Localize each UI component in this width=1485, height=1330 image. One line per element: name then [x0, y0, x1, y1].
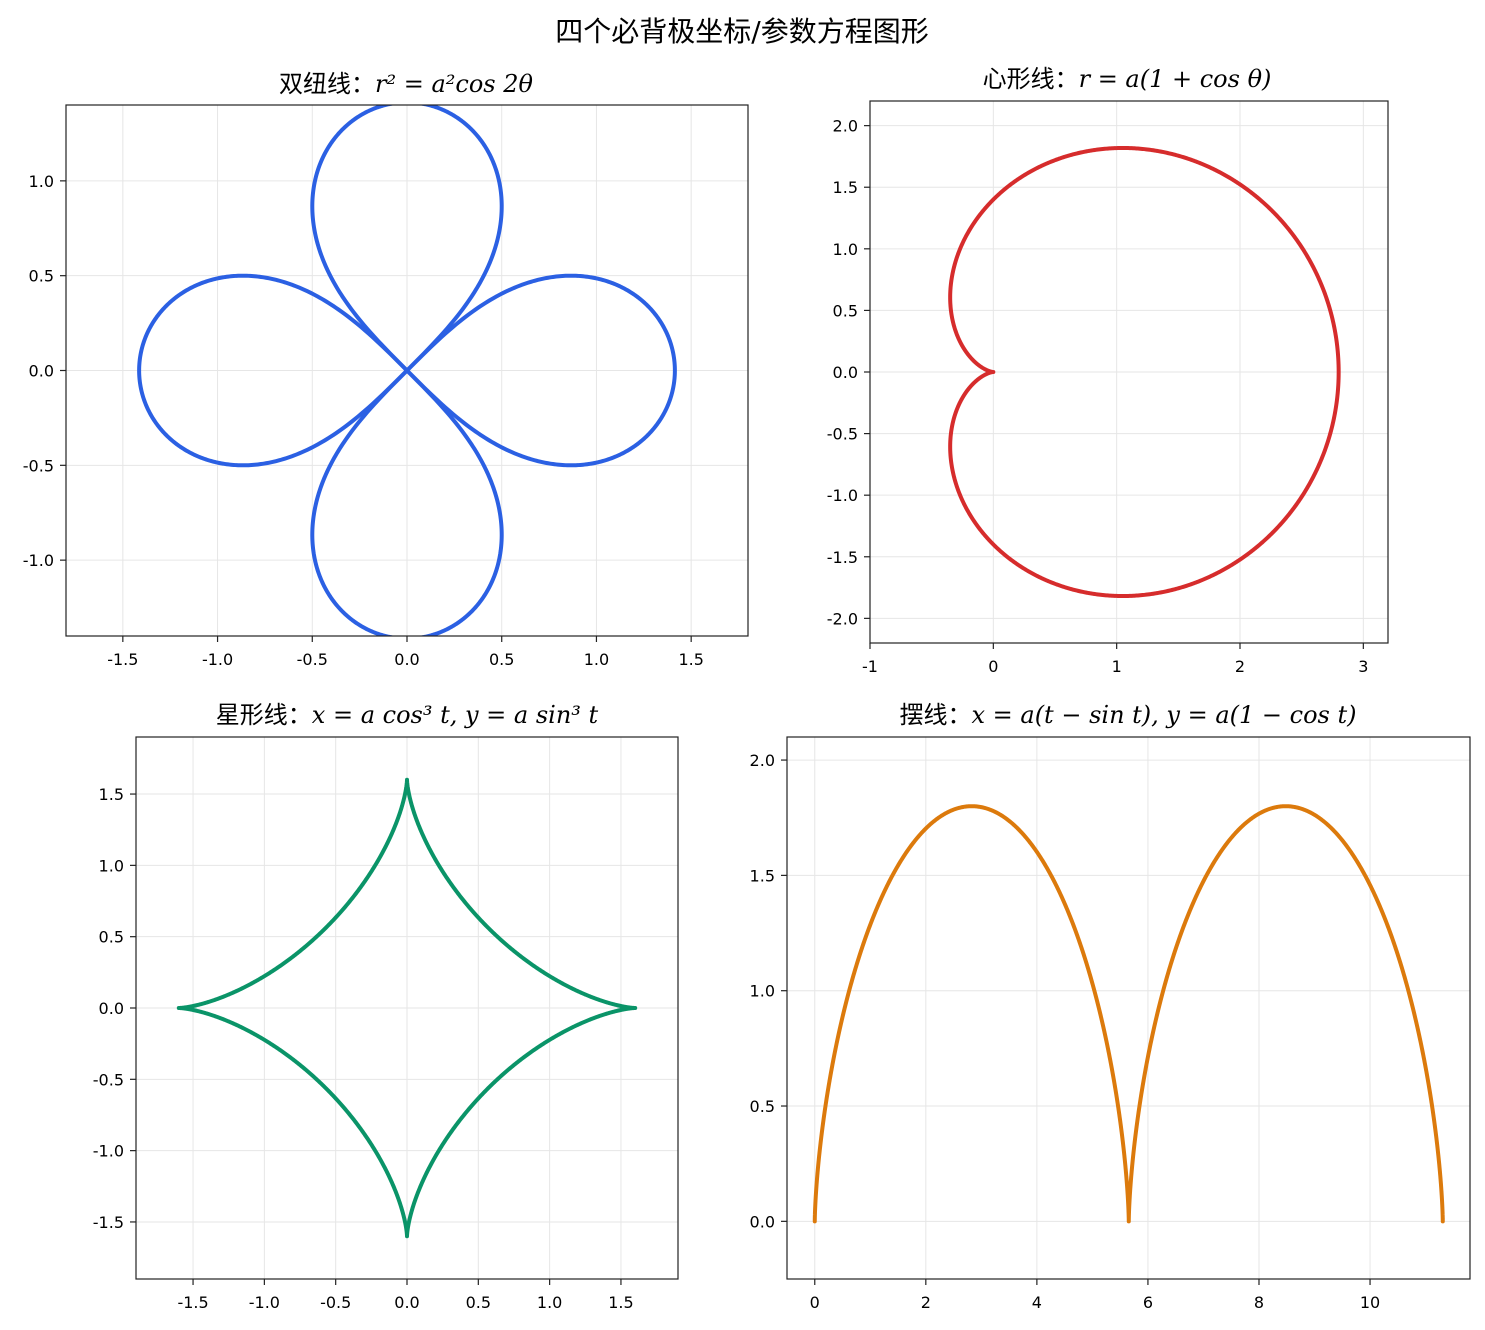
y-tick-label: 1.5 — [99, 785, 124, 804]
subplot-title-equation: x = a cos³ t, y = a sin³ t — [312, 701, 599, 729]
y-tick-label: 2.0 — [750, 751, 775, 770]
curve-lemniscate-3 — [310, 368, 504, 636]
y-tick-label: 1.5 — [750, 866, 775, 885]
x-tick-label: 0.0 — [394, 1293, 419, 1312]
x-tick-label: 0 — [810, 1293, 820, 1312]
x-tick-label: 10 — [1360, 1293, 1380, 1312]
x-tick-label: 0.5 — [489, 650, 514, 669]
grid — [869, 101, 1388, 643]
x-tick-label: -1.5 — [107, 650, 138, 669]
curve-lemniscate-1 — [310, 105, 504, 373]
subplot-title-lemniscate: 双纽线：r² = a²cos 2θ — [279, 70, 533, 98]
x-tick-label: -1.0 — [249, 1293, 280, 1312]
y-tick-label: -1.0 — [23, 551, 54, 570]
x-tick-label: 1.5 — [678, 650, 703, 669]
x-tick-label: 8 — [1254, 1293, 1264, 1312]
y-tick-label: -2.0 — [827, 609, 858, 628]
x-tick-label: -1 — [862, 657, 878, 676]
subplot-title-astroid: 星形线：x = a cos³ t, y = a sin³ t — [216, 701, 599, 729]
x-tick-label: 6 — [1143, 1293, 1153, 1312]
subplot-title-equation: r = a(1 + cos θ) — [1079, 65, 1272, 93]
y-tick-label: 0.0 — [833, 363, 858, 382]
y-tick-label: -0.5 — [827, 425, 858, 444]
x-tick-label: 0.0 — [394, 650, 419, 669]
subplot-astroid: 星形线：x = a cos³ t, y = a sin³ t -1.5 -1.0 -… — [93, 701, 679, 1312]
subplot-title-equation: r² = a²cos 2θ — [375, 70, 533, 98]
figure-title: 四个必背极坐标/参数方程图形 — [555, 15, 928, 48]
x-tick-label: 2 — [921, 1293, 931, 1312]
x-tick-label: 1.0 — [537, 1293, 562, 1312]
subplot-title-cardioid: 心形线：r = a(1 + cos θ) — [983, 65, 1272, 93]
y-tick-label: 0.0 — [99, 999, 124, 1018]
x-tick-label: -1.0 — [202, 650, 233, 669]
y-tick-label: -1.0 — [93, 1142, 124, 1161]
curve-lemniscate-2 — [137, 273, 409, 468]
y-tick-label: 0.0 — [750, 1212, 775, 1231]
y-tick-label: 0.5 — [833, 301, 858, 320]
axes-frame — [786, 736, 1471, 1280]
y-tick-label: 1.5 — [833, 178, 858, 197]
y-tick-label: 0.5 — [99, 928, 124, 947]
x-tick-label: 1 — [1112, 657, 1122, 676]
subplot-title-prefix: 摆线： — [899, 701, 971, 729]
subplot-title-prefix: 心形线： — [983, 65, 1079, 93]
x-tick-label: 2 — [1235, 657, 1245, 676]
subplot-title-prefix: 双纽线： — [279, 70, 375, 98]
curve-lemniscate — [405, 273, 677, 468]
curve-astroid — [176, 777, 638, 1239]
y-tick-label: -1.5 — [93, 1213, 124, 1232]
x-tick-label: -0.5 — [320, 1293, 351, 1312]
subplot-lemniscate: 双纽线：r² = a²cos 2θ -1.5 -1.0 -0.5 0.0 0.5 1.0 1… — [23, 70, 749, 669]
curve-cardioid — [948, 145, 1341, 599]
y-tick-label: 0.5 — [29, 267, 54, 286]
y-tick-label: -1.5 — [827, 548, 858, 567]
x-tick-label: 1.5 — [608, 1293, 633, 1312]
subplot-title-cycloid: 摆线：x = a(t − sin t), y = a(1 − cos t) — [899, 701, 1356, 729]
x-tick-label: 0.5 — [466, 1293, 491, 1312]
x-tick-label: 3 — [1358, 657, 1368, 676]
subplot-cardioid: 心形线：r = a(1 + cos θ) -1 0 1 2 3 -2.0 -1.5 -1.0 -… — [827, 65, 1389, 676]
x-tick-label: -0.5 — [297, 650, 328, 669]
grid — [136, 737, 678, 1279]
x-tick-label: 4 — [1032, 1293, 1042, 1312]
y-tick-label: 1.0 — [29, 172, 54, 191]
grid — [787, 737, 1470, 1279]
y-tick-label: 1.0 — [833, 240, 858, 259]
y-tick-label: 1.0 — [99, 856, 124, 875]
y-tick-label: 0.5 — [750, 1097, 775, 1116]
x-tick-label: 0 — [988, 657, 998, 676]
x-tick-label: -1.5 — [177, 1293, 208, 1312]
subplot-title-prefix: 星形线： — [216, 701, 312, 729]
y-tick-label: -0.5 — [93, 1070, 124, 1089]
x-tick-label: 1.0 — [584, 650, 609, 669]
y-tick-label: 1.0 — [750, 982, 775, 1001]
y-tick-label: -0.5 — [23, 456, 54, 475]
subplot-cycloid: 摆线：x = a(t − sin t), y = a(1 − cos t) 0 2… — [750, 701, 1471, 1312]
y-tick-label: 2.0 — [833, 117, 858, 136]
curve-cycloid — [812, 804, 1445, 1224]
subplot-title-equation: x = a(t − sin t), y = a(1 − cos t) — [971, 701, 1356, 729]
y-tick-label: 0.0 — [29, 362, 54, 381]
y-tick-label: -1.0 — [827, 486, 858, 505]
